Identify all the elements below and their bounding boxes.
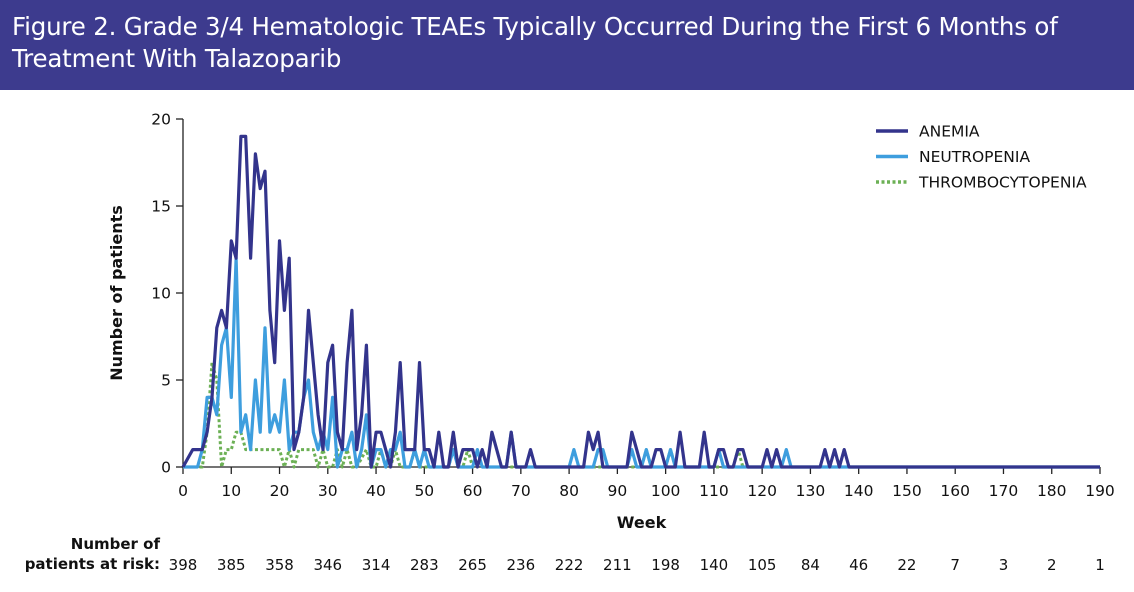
at-risk-value: 222: [554, 556, 584, 574]
x-tick-label: 130: [796, 482, 826, 500]
x-tick-label: 90: [608, 482, 628, 500]
at-risk-value: 385: [216, 556, 246, 574]
at-risk-value: 3: [998, 556, 1009, 574]
at-risk-value: 283: [409, 556, 439, 574]
at-risk-value: 236: [506, 556, 536, 574]
y-tick-label: 15: [151, 198, 171, 216]
x-tick-label: 0: [178, 482, 188, 500]
at-risk-label-line1: Number of: [70, 535, 160, 553]
x-tick-label: 140: [844, 482, 874, 500]
at-risk-value: 7: [950, 556, 960, 574]
at-risk-label: Number of patients at risk:: [14, 534, 160, 574]
x-tick-label: 180: [1037, 482, 1067, 500]
at-risk-value: 398: [168, 556, 198, 574]
line-chart: 0 5 10 15 20 0 10 20 30 40 50 60 70 80 90 100 110 120 130 1…: [107, 111, 1115, 531]
at-risk-value: 1: [1095, 556, 1105, 574]
at-risk-value: 84: [800, 556, 820, 574]
at-risk-value: 198: [651, 556, 680, 574]
y-tick-label: 5: [161, 372, 171, 390]
x-tick-label: 40: [366, 482, 386, 500]
at-risk-value: 211: [603, 556, 632, 574]
x-tick-label: 110: [699, 482, 729, 500]
at-risk-value: 2: [1046, 556, 1057, 574]
x-tick-label: 190: [1085, 482, 1115, 500]
y-axis-title: Number of patients: [107, 205, 126, 381]
x-tick-label: 170: [989, 482, 1019, 500]
at-risk-value: 346: [313, 556, 343, 574]
y-tick-label: 10: [151, 285, 171, 303]
x-tick-label: 150: [892, 482, 922, 500]
x-tick-label: 10: [221, 482, 241, 500]
legend-label-anemia: ANEMIA: [919, 123, 980, 141]
y-tick-label: 0: [161, 459, 171, 477]
x-tick-label: 60: [463, 482, 483, 500]
series-line-thrombocytopenia: [183, 361, 1100, 469]
at-risk-value: 265: [458, 556, 487, 574]
x-tick-label: 50: [414, 482, 434, 500]
legend-label-neutropenia: NEUTROPENIA: [919, 148, 1030, 166]
series-line-anemia: [181, 134, 1100, 469]
at-risk-value: 105: [747, 556, 777, 574]
x-tick-label: 70: [511, 482, 531, 500]
x-tick-label: 20: [270, 482, 290, 500]
at-risk-value: 358: [265, 556, 294, 574]
at-risk-value: 140: [699, 556, 729, 574]
at-risk-value: 22: [897, 556, 917, 574]
legend-label-thrombocytopenia: THROMBOCYTOPENIA: [918, 174, 1087, 192]
figure-header: Figure 2. Grade 3/4 Hematologic TEAEs Ty…: [0, 0, 1134, 90]
x-tick-label: 160: [940, 482, 970, 500]
at-risk-value: 46: [849, 556, 869, 574]
at-risk-label-line2: patients at risk:: [24, 555, 160, 573]
y-tick-label: 20: [151, 111, 171, 129]
figure-title: Figure 2. Grade 3/4 Hematologic TEAEs Ty…: [12, 12, 1058, 73]
x-tick-label: 30: [318, 482, 338, 500]
x-tick-label: 120: [747, 482, 777, 500]
x-tick-label: 80: [559, 482, 579, 500]
x-tick-label: 100: [651, 482, 681, 500]
at-risk-value: 314: [361, 556, 391, 574]
x-axis-title: Week: [617, 513, 667, 530]
